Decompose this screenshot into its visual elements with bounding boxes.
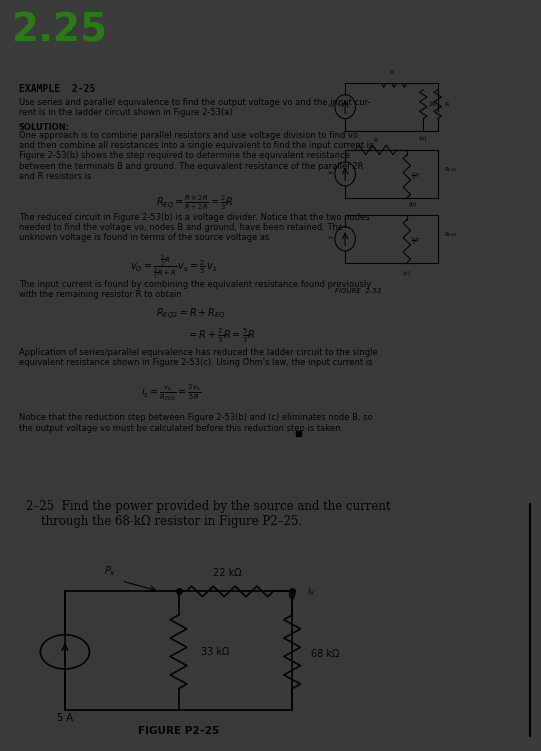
Text: $v_s$: $v_s$ (327, 101, 335, 110)
Text: ■: ■ (294, 430, 302, 439)
Text: Use series and parallel equivalence to find the output voltage vo and the input : Use series and parallel equivalence to f… (18, 98, 370, 117)
Text: $v_O = \frac{\frac{2}{3}R}{\frac{2}{3}R + R}\,v_s = \frac{2}{5}\,v_s$: $v_O = \frac{\frac{2}{3}R}{\frac{2}{3}R … (130, 254, 218, 281)
Text: The input current is found by combining the equivalent resistance found previous: The input current is found by combining … (18, 280, 371, 300)
Text: $\frac{2}{3}R$: $\frac{2}{3}R$ (411, 170, 421, 182)
Text: (b): (b) (408, 202, 417, 207)
Text: One approach is to combine parallel resistors and use voltage division to find v: One approach is to combine parallel resi… (18, 131, 375, 181)
Text: 68 kΩ: 68 kΩ (311, 650, 339, 659)
Text: $P_x$: $P_x$ (104, 565, 116, 578)
Text: 2R: 2R (428, 101, 437, 107)
Text: 2–25  Find the power provided by the source and the current
    through the 68-k: 2–25 Find the power provided by the sour… (27, 499, 391, 527)
Text: FIGURE  2-53: FIGURE 2-53 (335, 288, 381, 294)
Text: Application of series/parallel equivalence has reduced the ladder circuit to the: Application of series/parallel equivalen… (18, 348, 378, 367)
Text: $R_{EQ2}$: $R_{EQ2}$ (444, 166, 457, 175)
Text: $v_s$: $v_s$ (327, 234, 335, 242)
Text: $R_{EQ} = \frac{R \times 2R}{R + 2R} = \frac{2}{3}R$: $R_{EQ} = \frac{R \times 2R}{R + 2R} = \… (156, 194, 234, 213)
Text: R: R (445, 101, 449, 107)
Text: (c): (c) (403, 271, 411, 276)
Text: The reduced circuit in Figure 2-53(b) is a voltage divider. Notice that the two : The reduced circuit in Figure 2-53(b) is… (18, 213, 370, 243)
Text: $\frac{5}{3}R$: $\frac{5}{3}R$ (411, 235, 421, 247)
Text: SOLUTION:: SOLUTION: (18, 122, 70, 131)
Text: (a): (a) (419, 136, 427, 141)
Text: R: R (390, 71, 393, 76)
Text: $i_x$: $i_x$ (307, 584, 316, 599)
Text: $v_s$: $v_s$ (327, 169, 335, 176)
Text: FIGURE P2–25: FIGURE P2–25 (138, 726, 219, 736)
Text: 5 A: 5 A (57, 713, 73, 722)
Text: 33 kΩ: 33 kΩ (201, 647, 229, 657)
Text: 2.25: 2.25 (12, 11, 108, 49)
Text: Notice that the reduction step between Figure 2-53(b) and (c) eliminates node B,: Notice that the reduction step between F… (18, 413, 372, 433)
Text: 22 kΩ: 22 kΩ (214, 569, 242, 578)
Text: $R_{EQ2} = R + R_{EQ}$: $R_{EQ2} = R + R_{EQ}$ (156, 306, 226, 321)
Text: $i_s = \frac{v_s}{R_{EQ2}} = \frac{3\,v_s}{5\,R}$: $i_s = \frac{v_s}{R_{EQ2}} = \frac{3\,v_… (141, 382, 201, 404)
Text: $= R + \frac{2}{3}R = \frac{5}{3}R$: $= R + \frac{2}{3}R = \frac{5}{3}R$ (187, 327, 256, 345)
Text: R: R (374, 137, 378, 143)
Text: $R_{EQ2}$: $R_{EQ2}$ (444, 231, 457, 240)
Text: EXAMPLE  2-25: EXAMPLE 2-25 (18, 83, 95, 94)
